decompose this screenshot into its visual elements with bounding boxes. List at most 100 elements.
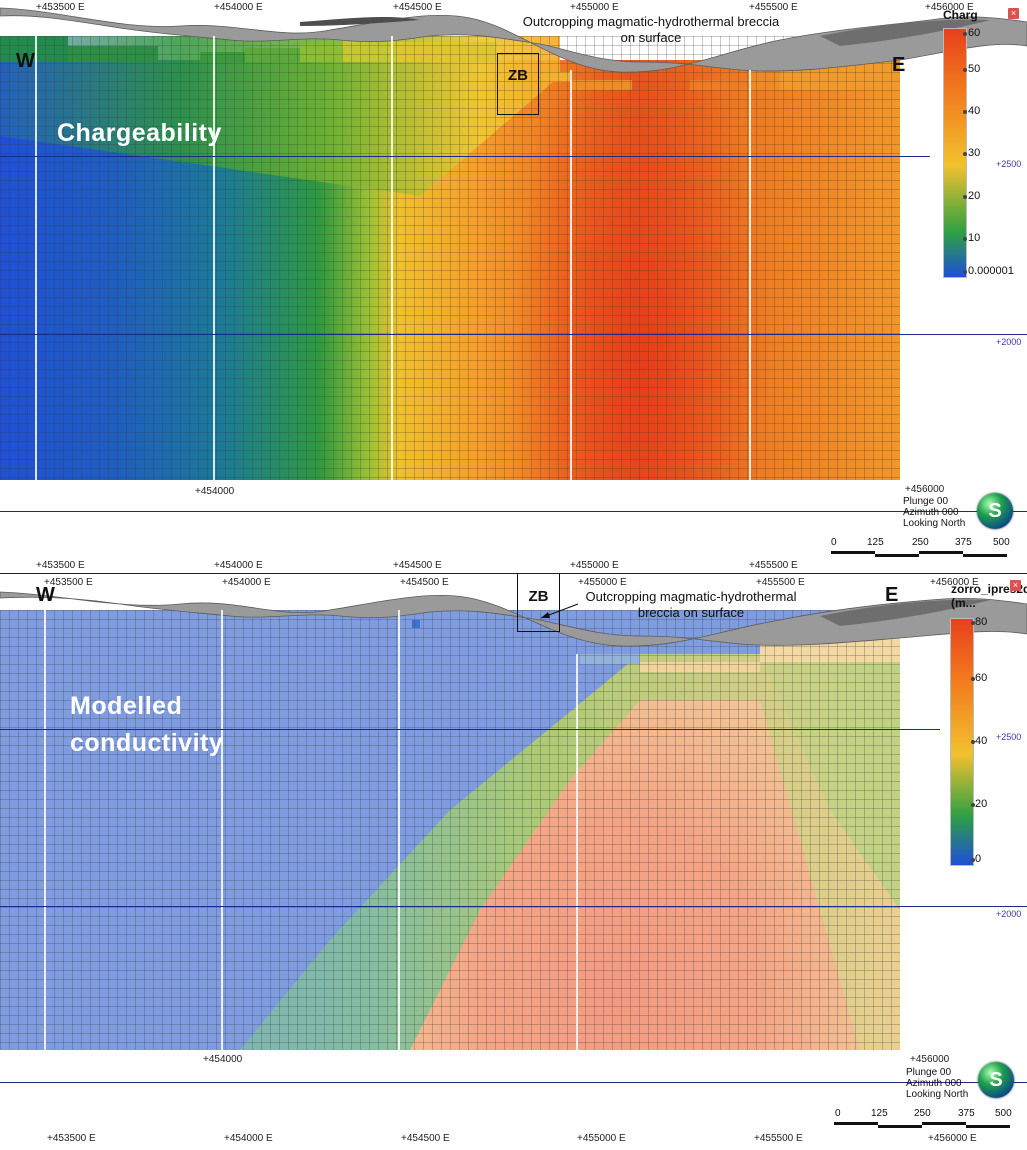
zb-box: ZB: [497, 53, 539, 115]
panel-title-line: conductivity: [70, 729, 224, 757]
scale-bar-segment: [922, 1122, 966, 1125]
azimuth-text: Azimuth 000: [903, 507, 959, 518]
plunge-text: Plunge 00: [903, 496, 949, 507]
scale-label: 500: [995, 1108, 1012, 1119]
panel-title-line: Modelled: [70, 692, 183, 720]
surface-block: [0, 36, 68, 62]
easting-tick: +456000 E: [928, 1133, 977, 1144]
surface-block: [305, 618, 405, 628]
elevation-line: [0, 1082, 1027, 1083]
zb-label: ZB: [508, 67, 528, 84]
easting-tick: +455500 E: [749, 560, 798, 571]
scale-bar-segment: [831, 551, 875, 554]
easting-tick: +454500 E: [400, 577, 449, 588]
surface-block: [572, 80, 632, 90]
surface-block: [68, 46, 158, 62]
easting-tick: +454000 E: [214, 2, 263, 13]
legend-tick: [971, 858, 975, 862]
legend-tick: [963, 68, 967, 72]
surface-block: [690, 80, 750, 90]
legend-close-icon[interactable]: ×: [1010, 580, 1021, 591]
scale-label: 250: [914, 1108, 931, 1119]
legend-value: 20: [968, 190, 981, 202]
elevation-label: +2500: [996, 159, 1022, 169]
easting-tick: +455500 E: [749, 2, 798, 13]
elevation-line: [0, 729, 940, 730]
survey-line: [749, 70, 751, 480]
easting-tick: +453500 E: [47, 1133, 96, 1144]
easting-tick: +456000 E: [925, 2, 974, 13]
easting-tick: +455000 E: [578, 577, 627, 588]
legend-tick: [963, 152, 967, 156]
surface-block: [540, 72, 570, 82]
panel-title: Modelled conductivity: [70, 688, 223, 762]
legend-value: 40: [968, 105, 981, 117]
scale-bar-segment: [966, 1125, 1010, 1128]
zb-box: ZB: [517, 574, 560, 632]
easting-tick: +455500 E: [756, 577, 805, 588]
breccia-annotation: Outcropping magmatic-hydrothermal brecci…: [585, 589, 797, 620]
legend-value: 0: [975, 853, 982, 865]
easting-tick: +454000 E: [224, 1133, 273, 1144]
scale-label: 250: [912, 537, 929, 548]
elevation-label: +2000: [996, 909, 1022, 919]
scale-bar-segment: [834, 1122, 878, 1125]
elevation-label: +2000: [996, 337, 1022, 347]
elevation-line: [0, 906, 1027, 907]
scale-label: 125: [871, 1108, 888, 1119]
topography-profile: [0, 591, 1027, 647]
legend-value: 80: [975, 616, 988, 628]
surface-block: [200, 52, 245, 62]
compass-icon[interactable]: S: [978, 1062, 1014, 1098]
scale-bar-segment: [878, 1125, 922, 1128]
survey-line: [221, 610, 223, 1050]
legend-value: 60: [975, 672, 988, 684]
surface-block: [75, 620, 165, 628]
surface-block: [397, 42, 497, 62]
legend-value: 60: [968, 27, 981, 39]
azimuth-text: Azimuth 000: [906, 1078, 962, 1089]
survey-line: [35, 36, 37, 480]
easting-tick: +455000 E: [577, 1133, 626, 1144]
legend-tick: [971, 740, 975, 744]
east-label: E: [885, 584, 899, 606]
easting-tick: +454000 E: [222, 577, 271, 588]
surface-block: [580, 654, 640, 664]
easting-tick: +455500 E: [754, 1133, 803, 1144]
surface-block: [0, 610, 75, 626]
legend-close-icon[interactable]: ×: [1008, 8, 1019, 19]
easting-tick: +456000 E: [930, 577, 979, 588]
compass-icon[interactable]: S: [977, 493, 1013, 529]
survey-line: [570, 70, 572, 480]
legend-value: 0.000001: [968, 265, 1014, 277]
easting-tick: +455000 E: [570, 2, 619, 13]
survey-line: [391, 36, 393, 480]
scale-bar-segment: [963, 554, 1007, 557]
legend-tick: [963, 110, 967, 114]
easting-tick: +454500 E: [393, 2, 442, 13]
surface-block: [245, 48, 300, 62]
easting-tick: +454000: [195, 486, 235, 497]
legend-tick: [963, 195, 967, 199]
breccia-annotation: Outcropping magmatic-hydrothermal brecci…: [522, 14, 780, 45]
zb-label: ZB: [528, 588, 549, 605]
legend-value: 30: [968, 147, 981, 159]
easting-tick: +454500 E: [401, 1133, 450, 1144]
easting-tick: +454000 E: [214, 560, 263, 571]
easting-tick: +454500 E: [393, 560, 442, 571]
easting-tick: +453500 E: [36, 560, 85, 571]
survey-line: [44, 610, 46, 1050]
view-info: Plunge 00 Azimuth 000 Looking North: [906, 1067, 968, 1100]
legend-value: 50: [968, 63, 981, 75]
legend-value: 40: [975, 735, 988, 747]
scale-label: 375: [958, 1108, 975, 1119]
legend-tick: [963, 270, 967, 274]
east-label: E: [892, 54, 906, 76]
plunge-text: Plunge 00: [906, 1067, 952, 1078]
survey-line: [213, 36, 215, 480]
easting-tick: +453500 E: [36, 2, 85, 13]
looking-text: Looking North: [906, 1089, 969, 1100]
surface-block: [640, 662, 760, 672]
legend-tick: [971, 677, 975, 681]
legend-value: 10: [968, 232, 981, 244]
